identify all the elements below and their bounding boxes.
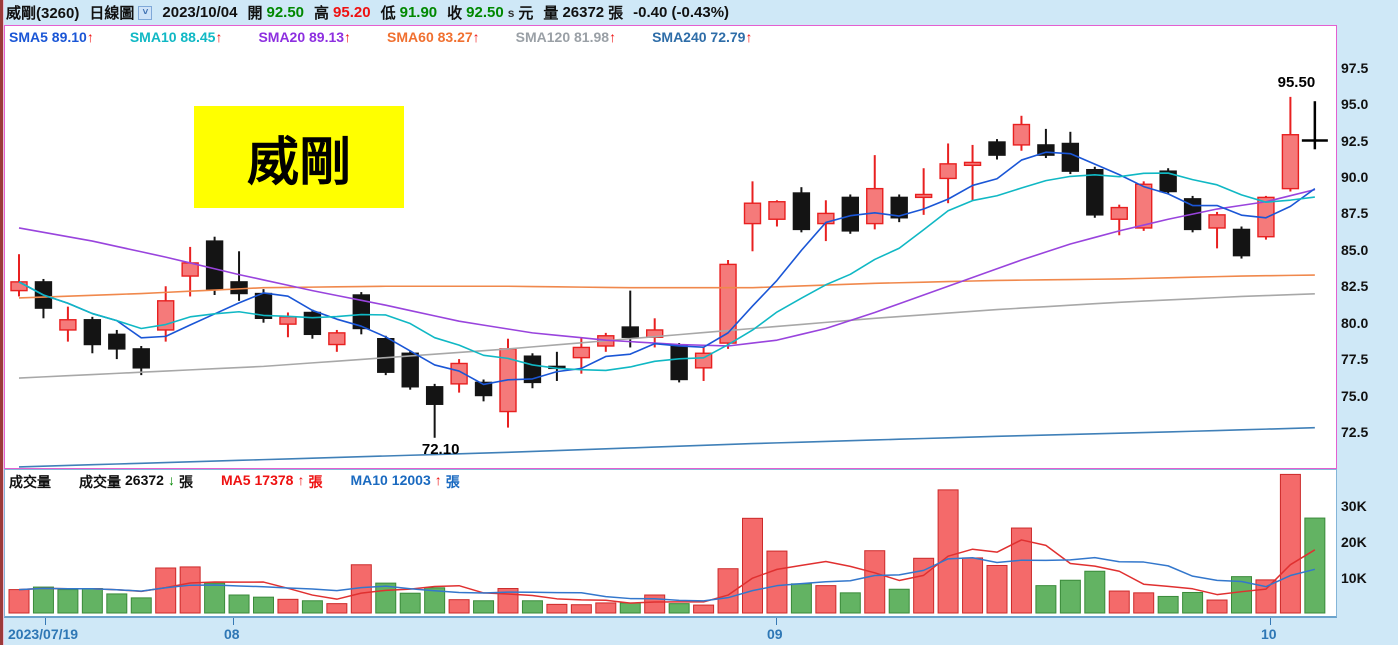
x-tick-mark <box>776 618 777 625</box>
chevron-down-icon[interactable]: ˅ <box>138 5 153 20</box>
price-axis-labels: 97.5 95.0 92.5 90.0 87.5 85.0 82.5 80.0 77.5 75.0… <box>1339 25 1398 469</box>
vol-ma5-value: 17378 <box>254 472 294 488</box>
svg-text:95.50: 95.50 <box>1278 74 1316 91</box>
open-value: 92.50 <box>266 4 305 21</box>
price-tick-label: 72.5 <box>1341 423 1369 440</box>
open-label: 開 <box>247 5 263 22</box>
sma-legend-item-sma20: SMA20 89.13↑ <box>258 29 352 45</box>
price-tick-label: 82.5 <box>1341 278 1369 295</box>
change-value: -0.40 (-0.43%) <box>633 4 730 21</box>
volume-today-unit: 張 <box>178 474 193 490</box>
price-tick-label: 75.0 <box>1341 387 1369 404</box>
trade-date: 2023/10/04 <box>162 4 238 21</box>
left-edge-strip <box>0 0 4 645</box>
low-value: 91.90 <box>399 4 438 21</box>
s-marker: s <box>507 5 515 20</box>
x-tick-mark <box>1270 618 1271 625</box>
volume-pane-title: 成交量 <box>9 474 51 490</box>
vol-ma10-up-arrow-icon: ↑ <box>434 472 442 488</box>
volume-today-value: 26372 <box>125 472 164 488</box>
up-arrow-icon: ↑ <box>86 29 94 45</box>
price-tick-label: 95.0 <box>1341 96 1369 113</box>
up-arrow-icon: ↑ <box>344 29 352 45</box>
up-arrow-icon: ↑ <box>745 29 753 45</box>
price-tick-label: 90.0 <box>1341 168 1369 185</box>
chart-type-label[interactable]: 日線圖 <box>89 5 135 22</box>
volume-down-arrow-icon: ↓ <box>167 472 175 488</box>
price-chart-canvas[interactable]: 95.50 72.10 <box>5 26 1336 468</box>
sma-legend: SMA5 89.10↑ SMA10 88.45↑ SMA20 89.13↑ SMA60… <box>9 29 752 45</box>
volume-value: 26372 <box>562 4 605 21</box>
sma-legend-item-sma5: SMA5 89.10↑ <box>9 29 94 45</box>
low-label: 低 <box>380 5 396 22</box>
vol-ma5-unit: 張 <box>308 474 323 490</box>
vol-ma10-value: 12003 <box>391 472 431 488</box>
up-arrow-icon: ↑ <box>472 29 480 45</box>
vol-ma10-unit: 張 <box>445 474 460 490</box>
x-axis: 2023/07/19 08 09 10 <box>4 618 1338 645</box>
sma-legend-item-sma120: SMA120 81.98↑ <box>515 29 617 45</box>
x-tick-label: 10 <box>1261 626 1277 642</box>
sma-legend-item-sma60: SMA60 83.27↑ <box>387 29 480 45</box>
volume-axis-labels: 30K 20K 10K <box>1339 469 1398 618</box>
x-tick-label: 2023/07/19 <box>8 626 79 642</box>
price-tick-label: 87.5 <box>1341 205 1369 222</box>
volume-tick-label: 10K <box>1341 570 1367 586</box>
up-arrow-icon: ↑ <box>215 29 223 45</box>
sma-legend-item-sma240: SMA240 72.79↑ <box>652 29 753 45</box>
close-label: 收 <box>447 5 463 22</box>
high-value: 95.20 <box>333 4 371 21</box>
volume-unit: 張 <box>608 5 624 22</box>
volume-today-label: 成交量 <box>79 474 121 490</box>
vol-ma5-label: MA5 <box>220 472 251 488</box>
x-tick-label: 08 <box>224 626 240 642</box>
volume-tick-label: 20K <box>1341 534 1367 550</box>
vol-ma10-label: MA10 <box>350 472 388 488</box>
currency-unit: 元 <box>518 5 534 22</box>
high-label: 高 <box>314 5 330 22</box>
x-tick-mark <box>45 618 46 625</box>
price-tick-label: 77.5 <box>1341 351 1369 368</box>
price-pane[interactable]: 95.50 72.10 SMA5 89.10↑ SMA10 88.45↑ SMA20 … <box>4 25 1337 469</box>
x-tick-label: 09 <box>767 626 783 642</box>
volume-pane[interactable]: 成交量 成交量 26372 ↓ 張 MA5 17378 ↑ 張 MA10 120… <box>4 469 1337 618</box>
stock-name: 威剛(3260) <box>6 5 80 22</box>
header-bar: 威剛(3260) 日線圖 ˅ 2023/10/04 開 92.50 高 95.2… <box>6 0 1398 25</box>
svg-text:72.10: 72.10 <box>422 441 460 458</box>
price-tick-label: 85.0 <box>1341 241 1369 258</box>
sma-legend-item-sma10: SMA10 88.45↑ <box>129 29 223 45</box>
x-tick-mark <box>233 618 234 625</box>
volume-tick-label: 30K <box>1341 498 1367 514</box>
volume-legend: 成交量 成交量 26372 ↓ 張 MA5 17378 ↑ 張 MA10 120… <box>9 472 460 492</box>
up-arrow-icon: ↑ <box>609 29 617 45</box>
price-tick-label: 80.0 <box>1341 314 1369 331</box>
volume-label: 量 <box>543 5 559 22</box>
stock-name-overlay: 威剛 <box>194 106 404 208</box>
price-tick-label: 97.5 <box>1341 59 1369 76</box>
volume-chart-canvas[interactable] <box>5 470 1336 615</box>
vol-ma5-up-arrow-icon: ↑ <box>297 472 305 488</box>
price-tick-label: 92.5 <box>1341 132 1369 149</box>
close-value: 92.50 <box>466 4 504 21</box>
